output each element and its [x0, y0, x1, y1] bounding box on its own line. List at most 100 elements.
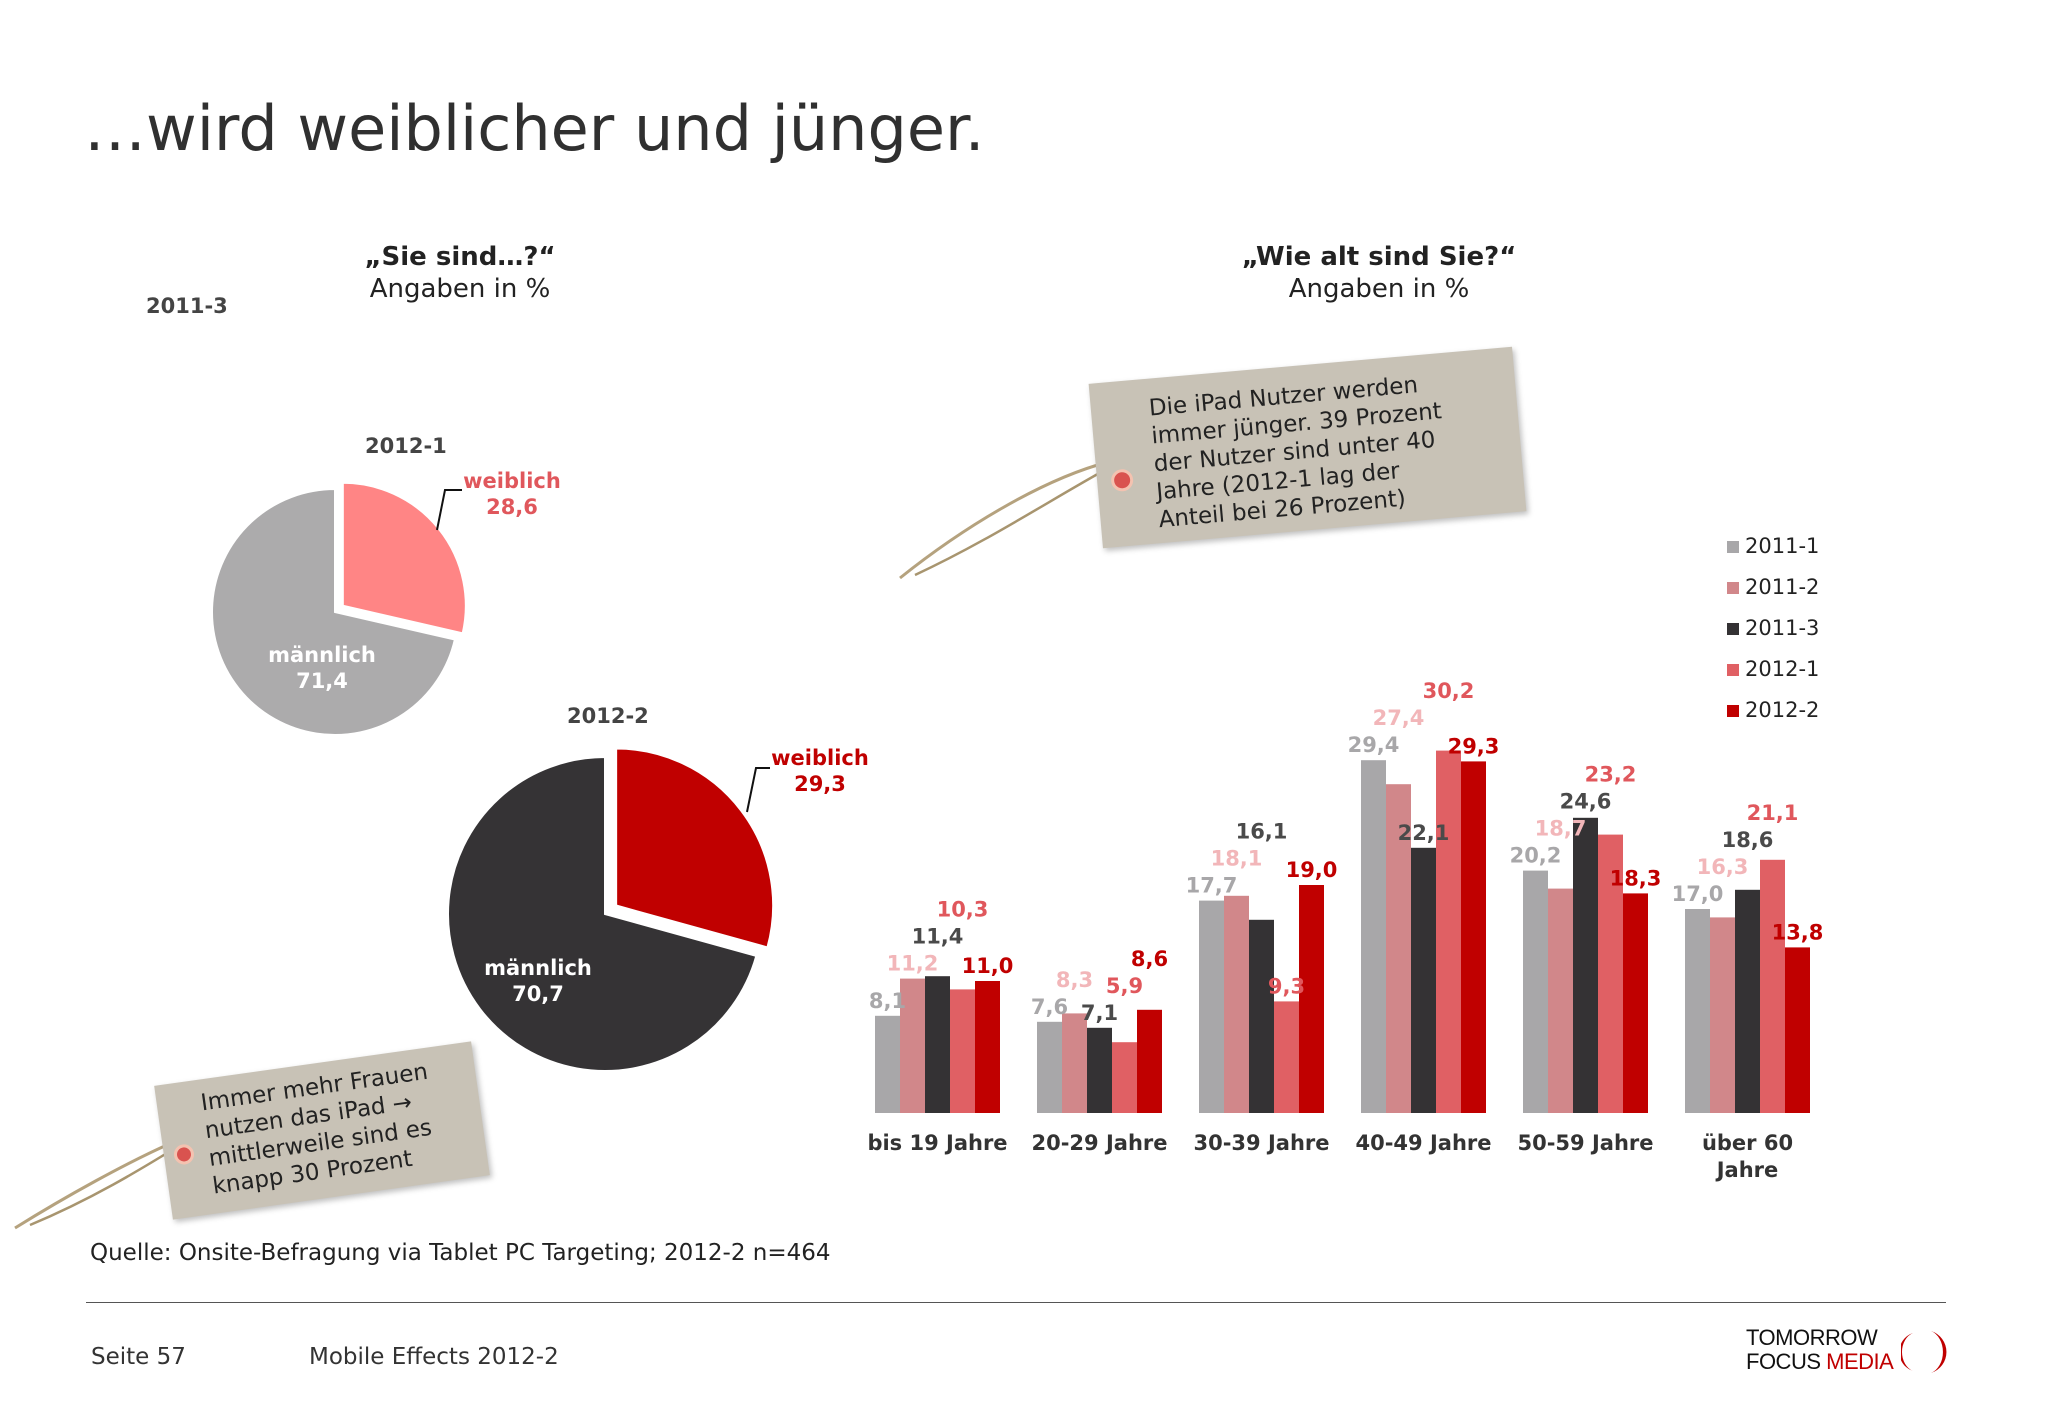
bar-value-label: 19,0: [1286, 858, 1338, 882]
bar-2011-2: [1548, 888, 1573, 1113]
report-name: Mobile Effects 2012-2: [309, 1344, 559, 1370]
gender-question: „Sie sind…?“: [364, 242, 556, 272]
pie-slice-weiblich: [615, 747, 775, 949]
legend-item-2012-1: 2012-1: [1727, 657, 1819, 681]
pie-title-2012-1: 2012-1: [365, 434, 447, 458]
bar-value-label: 17,7: [1186, 874, 1238, 898]
bar-2011-1: [875, 1015, 900, 1113]
bar-value-label: 8,6: [1131, 947, 1168, 971]
bar-value-label: 24,6: [1560, 790, 1612, 814]
leader-line: [746, 767, 770, 813]
bar-2012-2: [1623, 893, 1648, 1113]
pie-slice-weiblich: [341, 481, 467, 635]
bar-value-label: 8,1: [869, 989, 906, 1013]
bar-value-label: 18,6: [1722, 828, 1774, 852]
legend-label: 2011-2: [1745, 575, 1820, 599]
legend-label: 2011-1: [1745, 534, 1820, 558]
slice-name: männlich: [484, 956, 592, 980]
category-label: bis 19 Jahre: [867, 1131, 1008, 1155]
legend-label: 2011-3: [1745, 616, 1820, 640]
age-question: „Wie alt sind Sie?“: [1241, 242, 1517, 272]
bar-value-label: 11,2: [887, 952, 939, 976]
bar-2011-1: [1361, 760, 1386, 1113]
bar-value-label: 18,7: [1535, 817, 1587, 841]
bar-2012-2: [1461, 761, 1486, 1113]
logo-line2: FOCUS MEDIA: [1746, 1349, 1894, 1375]
bar-value-label: 5,9: [1106, 974, 1143, 998]
pie-slice-maennlich: [447, 755, 758, 1072]
legend-item-2012-2: 2012-2: [1727, 698, 1819, 722]
slice-value: 29,3: [794, 772, 846, 796]
bar-2011-1: [1523, 870, 1548, 1113]
bar-2011-3: [1411, 847, 1436, 1113]
source-note: Quelle: Onsite-Befragung via Tablet PC T…: [90, 1240, 831, 1266]
bar-value-label: 8,3: [1056, 968, 1093, 992]
category-label: 40-49 Jahre: [1355, 1131, 1492, 1155]
bar-value-label: 18,3: [1610, 866, 1662, 890]
bar-2011-3: [1249, 919, 1274, 1113]
slice-name: weiblich: [771, 746, 869, 770]
legend-item-2011-2: 2011-2: [1727, 575, 1819, 599]
bar-value-label: 11,4: [912, 925, 964, 949]
age-subtitle: Angaben in %: [1288, 274, 1470, 304]
tomorrow-focus-media-logo: TOMORROW FOCUS MEDIA: [1746, 1325, 1956, 1377]
bar-value-label: 9,3: [1268, 974, 1305, 998]
bar-2012-2: [1785, 947, 1810, 1113]
bar-2012-2: [1137, 1009, 1162, 1113]
bar-2011-3: [1087, 1027, 1112, 1113]
bar-2012-1: [1436, 750, 1461, 1113]
category-label: über 60 Jahre: [1701, 1131, 1794, 1182]
bar-value-label: 16,1: [1236, 820, 1288, 844]
pie2-maennlich-label: männlich 70,7: [478, 955, 598, 1007]
bar-value-label: 11,0: [962, 954, 1014, 978]
category-label: 30-39 Jahre: [1193, 1131, 1330, 1155]
legend-swatch: [1727, 541, 1739, 553]
bar-value-label: 17,0: [1672, 882, 1724, 906]
legend-item-2011-1: 2011-1: [1727, 534, 1819, 558]
slice-value: 28,6: [486, 495, 538, 519]
slice-value: 71,4: [296, 669, 348, 693]
logo-media: MEDIA: [1826, 1349, 1894, 1374]
logo-crescent-icon: [1901, 1331, 1947, 1373]
bar-value-label: 21,1: [1747, 801, 1799, 825]
category-label: 20-29 Jahre: [1031, 1131, 1168, 1155]
bar-value-label: 27,4: [1373, 706, 1425, 730]
pie1-maennlich-label: männlich 71,4: [262, 642, 382, 694]
legend-swatch: [1727, 623, 1739, 635]
bar-2011-3: [1735, 889, 1760, 1113]
legend-label: 2012-1: [1745, 657, 1820, 681]
label-2011-3: 2011-3: [146, 294, 228, 318]
bar-value-label: 22,1: [1398, 821, 1450, 845]
bar-2011-1: [1037, 1021, 1062, 1113]
bar-value-label: 10,3: [937, 898, 989, 922]
bar-2011-3: [1573, 817, 1598, 1113]
bar-2012-1: [1598, 834, 1623, 1113]
bar-value-label: 29,4: [1348, 733, 1400, 757]
bar-2011-1: [1685, 909, 1710, 1113]
bar-2011-2: [1710, 917, 1735, 1113]
pie2-weiblich-label: weiblich 29,3: [768, 745, 872, 797]
bar-2012-1: [1112, 1042, 1137, 1113]
bar-2012-2: [1299, 885, 1324, 1113]
page-title: …wird weiblicher und jünger.: [84, 92, 985, 165]
logo-focus: FOCUS: [1746, 1349, 1821, 1374]
legend-swatch: [1727, 664, 1739, 676]
legend-swatch: [1727, 705, 1739, 717]
bar-value-label: 7,6: [1031, 995, 1068, 1019]
legend-swatch: [1727, 582, 1739, 594]
bar-2012-2: [975, 981, 1000, 1113]
bar-2011-3: [925, 976, 950, 1113]
legend-item-2011-3: 2011-3: [1727, 616, 1819, 640]
bar-2011-2: [1386, 784, 1411, 1113]
bar-value-label: 18,1: [1211, 847, 1263, 871]
bar-2011-2: [1224, 895, 1249, 1113]
slice-name: weiblich: [463, 469, 561, 493]
bar-2012-1: [950, 989, 975, 1113]
gender-subtitle: Angaben in %: [369, 274, 551, 304]
bar-value-label: 29,3: [1448, 734, 1500, 758]
bar-value-label: 23,2: [1585, 763, 1637, 787]
pie-slice-maennlich: [211, 487, 457, 736]
bar-value-label: 16,3: [1697, 855, 1749, 879]
bar-value-label: 20,2: [1510, 844, 1562, 868]
